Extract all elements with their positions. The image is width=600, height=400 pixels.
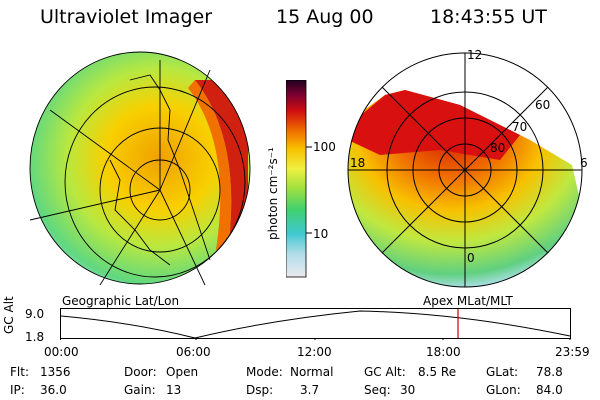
date-label: 15 Aug 00 [276, 6, 374, 28]
colorbar [286, 80, 312, 278]
left-panel-caption: Geographic Lat/Lon [62, 294, 180, 308]
door-label: Door: [124, 365, 157, 379]
colorbar-tick-100: 100 [313, 140, 336, 154]
gcalt-label: GC Alt: [364, 365, 406, 379]
dsp-label: Dsp: [246, 383, 274, 397]
altitude-xtick-3: 18:00 [426, 345, 461, 359]
seq-value: 30 [400, 383, 416, 397]
geographic-image [29, 51, 251, 286]
auroral-band [195, 80, 248, 250]
altitude-ytick-low: 1.8 [25, 330, 45, 344]
altitude-xtick-4: 23:59 [555, 345, 590, 359]
gcalt-value: 8.5 Re [418, 365, 457, 379]
auroral-oval [348, 90, 520, 160]
flt-label: Flt: [10, 365, 29, 379]
altitude-ytick-high: 9.0 [25, 307, 45, 321]
door-value: Open [166, 365, 199, 379]
gain-label: Gain: [124, 383, 156, 397]
seq-label: Seq: [364, 383, 391, 397]
mode-value: Normal [290, 365, 334, 379]
altitude-xtick-0: 00:00 [44, 345, 79, 359]
gain-value: 13 [166, 383, 182, 397]
altitude-xtick-1: 06:00 [176, 345, 211, 359]
dsp-value: 3.7 [300, 383, 320, 397]
right-panel-caption: Apex MLat/MLT [423, 294, 513, 308]
glat-label: GLat: [486, 365, 519, 379]
glon-value: 84.0 [536, 383, 563, 397]
glon-label: GLon: [486, 383, 521, 397]
lat-label-80: 80 [490, 141, 506, 155]
colorbar-unit-label: photon cm⁻²s⁻¹ [266, 147, 280, 240]
mlt-label-12: 12 [467, 48, 483, 62]
altitude-xtick-2: 12:00 [297, 345, 332, 359]
lat-lon-grid [29, 51, 251, 286]
altitude-plot [60, 308, 571, 340]
mlt-label-18: 18 [350, 156, 366, 170]
glat-value: 78.8 [536, 365, 563, 379]
lat-label-60: 60 [535, 98, 551, 112]
polar-grid [347, 52, 583, 288]
ip-value: 36.0 [40, 383, 67, 397]
instrument-title: Ultraviolet Imager [40, 6, 213, 28]
mlt-label-0: 0 [467, 251, 475, 265]
lat-label-70: 70 [512, 120, 528, 134]
apex-polar-plot [347, 52, 583, 288]
colorbar-tick-10: 10 [313, 227, 329, 241]
mlt-label-6: 6 [580, 156, 588, 170]
mode-label: Mode: [246, 365, 283, 379]
time-label: 18:43:55 UT [430, 6, 547, 28]
flt-value: 1356 [40, 365, 71, 379]
altitude-axis-label: GC Alt [2, 296, 16, 334]
ip-label: IP: [10, 383, 25, 397]
